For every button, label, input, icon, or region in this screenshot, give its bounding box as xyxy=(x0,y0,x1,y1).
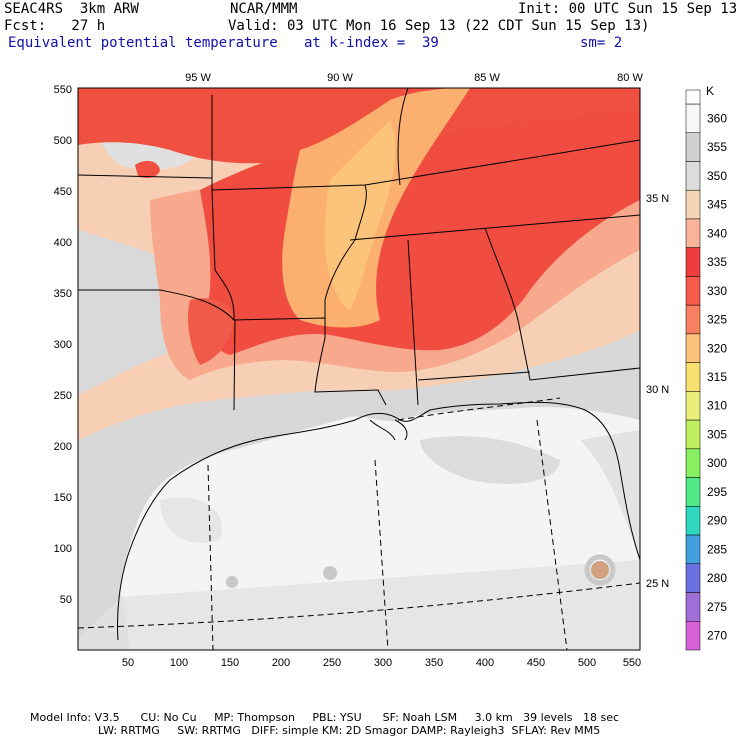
theta-e-field xyxy=(78,88,640,650)
x-tick: 450 xyxy=(527,657,545,669)
lon-label: 85 W xyxy=(474,72,500,84)
colorbar-swatch xyxy=(685,247,701,277)
colorbar-label: 275 xyxy=(707,600,727,614)
colorbar-label: 355 xyxy=(707,140,727,154)
colorbar-swatch xyxy=(685,161,701,191)
colorbar-swatch xyxy=(685,218,701,248)
y-tick: 300 xyxy=(54,339,72,351)
x-tick: 350 xyxy=(425,657,443,669)
x-tick: 100 xyxy=(170,657,188,669)
colorbar-label: 360 xyxy=(707,111,727,125)
colorbar-label: 310 xyxy=(707,399,727,413)
x-tick: 500 xyxy=(578,657,596,669)
colorbar-swatch xyxy=(685,419,701,450)
lat-label: 30 N xyxy=(646,384,669,396)
colorbar-swatch xyxy=(685,103,701,133)
y-tick: 450 xyxy=(54,186,72,198)
y-tick: 400 xyxy=(54,237,72,249)
colorbar-label: 350 xyxy=(707,169,727,183)
lat-label: 25 N xyxy=(646,578,669,590)
x-tick: 250 xyxy=(323,657,341,669)
colorbar-swatch xyxy=(685,189,701,220)
model-title: SEAC4RS 3km ARW xyxy=(4,1,139,17)
y-tick: 550 xyxy=(54,84,72,96)
lat-label: 35 N xyxy=(646,193,669,205)
colorbar-swatch xyxy=(685,534,701,565)
colorbar-swatch xyxy=(685,592,701,622)
lon-label: 95 W xyxy=(185,72,211,84)
smoothing: sm= 2 xyxy=(580,35,623,51)
colorbar-swatch xyxy=(685,132,701,162)
colorbar-swatch xyxy=(685,448,701,478)
x-tick: 550 xyxy=(623,657,641,669)
plot-frame xyxy=(77,87,641,651)
x-tick: 300 xyxy=(374,657,392,669)
colorbar-top-cap xyxy=(685,89,701,105)
colorbar-swatch xyxy=(685,362,701,392)
y-tick: 100 xyxy=(54,543,72,555)
colorbar-swatch xyxy=(685,506,701,536)
vertical-level: at k-index = 39 xyxy=(304,35,439,51)
init-time: Init: 00 UTC Sun 15 Sep 13 xyxy=(518,1,738,17)
colorbar-label: 325 xyxy=(707,313,727,327)
colorbar-label: 320 xyxy=(707,341,727,355)
field-name: Equivalent potential temperature xyxy=(8,35,278,51)
latitude-labels: 35 N 30 N 25 N xyxy=(646,193,669,590)
x-tick: 200 xyxy=(272,657,290,669)
lon-label: 90 W xyxy=(327,72,353,84)
valid-time: Valid: 03 UTC Mon 16 Sep 13 (22 CDT Sun … xyxy=(228,18,650,34)
y-tick: 500 xyxy=(54,135,72,147)
y-tick: 200 xyxy=(54,441,72,453)
x-tick: 50 xyxy=(122,657,134,669)
colorbar-swatch xyxy=(685,621,701,651)
colorbar-label: 330 xyxy=(707,284,727,298)
colorbar-unit: K xyxy=(706,84,714,98)
colorbar-swatch xyxy=(685,563,701,593)
x-tick: 400 xyxy=(476,657,494,669)
x-tick: 150 xyxy=(221,657,239,669)
y-axis: 550 500 450 400 350 300 250 200 150 100 … xyxy=(54,84,72,606)
colorbar-swatch xyxy=(685,333,701,363)
colorbar: 360 355 350 345 340 335 330 325 320 315 310 305 300 2… xyxy=(685,89,727,651)
colorbar-label: 315 xyxy=(707,370,727,384)
colorbar-label: 345 xyxy=(707,198,727,212)
colorbar-label: 340 xyxy=(707,226,727,240)
organization: NCAR/MMM xyxy=(230,1,298,17)
colorbar-label: 280 xyxy=(707,571,727,585)
y-tick: 150 xyxy=(54,492,72,504)
y-tick: 50 xyxy=(60,594,72,606)
colorbar-label: 300 xyxy=(707,456,727,470)
colorbar-label: 335 xyxy=(707,255,727,269)
colorbar-label: 295 xyxy=(707,485,727,499)
colorbar-label: 305 xyxy=(707,427,727,441)
x-axis: 50 100 150 200 250 300 350 400 450 500 5… xyxy=(122,657,641,669)
colorbar-label: 270 xyxy=(707,629,727,643)
colorbar-swatch xyxy=(685,477,701,507)
model-info-line2: LW: RRTMG SW: RRTMG DIFF: simple KM: 2D … xyxy=(98,724,601,737)
model-info-line1: Model Info: V3.5 CU: No Cu MP: Thompson … xyxy=(30,711,620,724)
political-boundaries xyxy=(78,88,640,641)
colorbar-label: 285 xyxy=(707,542,727,556)
longitude-labels: 95 W 90 W 85 W 80 W xyxy=(185,72,643,84)
y-tick: 250 xyxy=(54,390,72,402)
forecast-hour: Fcst: 27 h xyxy=(4,18,106,34)
colorbar-swatch xyxy=(685,304,701,335)
y-tick: 350 xyxy=(54,288,72,300)
colorbar-label: 290 xyxy=(707,514,727,528)
lon-label: 80 W xyxy=(617,72,643,84)
colorbar-swatch xyxy=(685,276,701,306)
colorbar-swatch xyxy=(685,391,701,421)
